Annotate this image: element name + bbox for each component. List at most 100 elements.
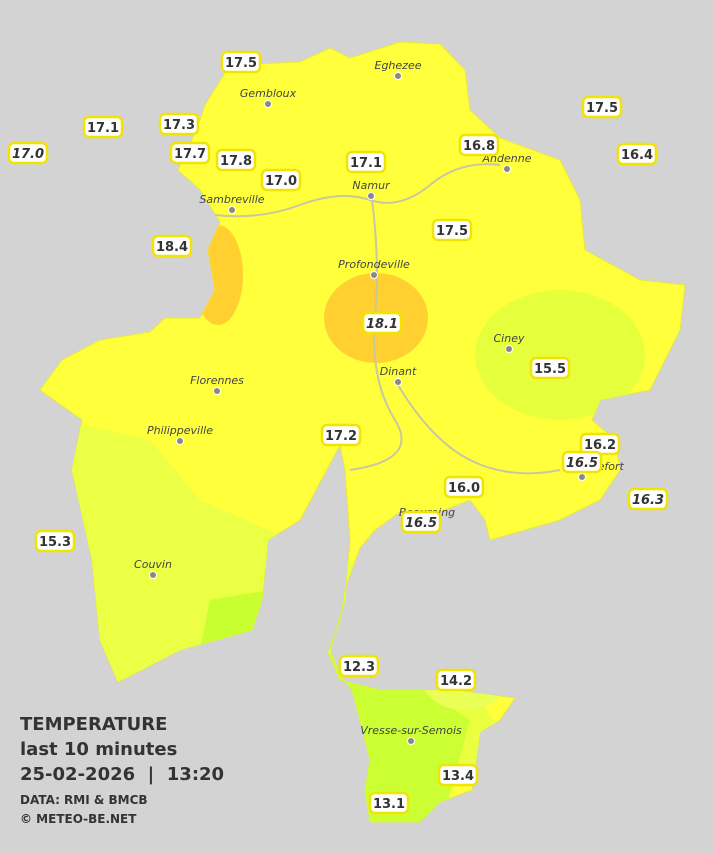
station-box bbox=[151, 234, 193, 258]
station-value: 16.3 bbox=[632, 493, 664, 508]
station-box bbox=[7, 141, 49, 165]
legend: TEMPERATURE last 10 minutes 25-02-2026 |… bbox=[20, 714, 224, 826]
city-dot bbox=[213, 387, 221, 395]
station-value: 17.0 bbox=[12, 147, 44, 162]
legend-title: TEMPERATURE bbox=[20, 714, 167, 735]
station-box bbox=[529, 356, 571, 380]
station: 16.4 bbox=[616, 142, 658, 166]
station-box bbox=[220, 50, 262, 74]
station-value: 17.2 bbox=[325, 429, 357, 444]
station-box bbox=[34, 529, 76, 553]
station: 17.3 bbox=[158, 112, 200, 136]
station-box bbox=[82, 115, 124, 139]
station-box bbox=[345, 150, 387, 174]
city-label: Gembloux bbox=[240, 87, 297, 100]
station-value: 15.5 bbox=[534, 362, 566, 377]
station-value: 16.2 bbox=[584, 438, 616, 453]
city-dot bbox=[578, 473, 586, 481]
city-label: Ciney bbox=[494, 332, 525, 345]
city-dot bbox=[370, 271, 378, 279]
city-label: Eghezee bbox=[375, 59, 422, 72]
station: 18.1 bbox=[361, 311, 403, 335]
station: 13.4 bbox=[437, 763, 479, 787]
station-box bbox=[435, 668, 477, 692]
station-value: 18.1 bbox=[366, 317, 398, 332]
station: 17.0 bbox=[260, 168, 302, 192]
station-box bbox=[561, 450, 603, 474]
station: 16.5 bbox=[561, 450, 603, 474]
station-box bbox=[320, 423, 362, 447]
station: 13.1 bbox=[368, 791, 410, 815]
station-box bbox=[400, 510, 442, 534]
station-value: 17.8 bbox=[220, 154, 252, 169]
city-label: Florennes bbox=[190, 374, 244, 387]
station: 17.7 bbox=[169, 141, 211, 165]
city-label: Couvin bbox=[134, 558, 172, 571]
city-label: Dinant bbox=[380, 365, 417, 378]
station-box bbox=[215, 148, 257, 172]
station: 15.3 bbox=[34, 529, 76, 553]
legend-subtitle: last 10 minutes bbox=[20, 739, 177, 760]
station-value: 17.5 bbox=[586, 101, 618, 116]
station-value: 15.3 bbox=[39, 535, 71, 550]
station-box bbox=[260, 168, 302, 192]
station: 14.2 bbox=[435, 668, 477, 692]
city-label: Philippeville bbox=[147, 424, 213, 437]
station: 16.8 bbox=[458, 133, 500, 157]
city-dot bbox=[228, 206, 236, 214]
station-box bbox=[368, 791, 410, 815]
city-dot bbox=[503, 165, 511, 173]
station-value: 17.5 bbox=[225, 56, 257, 71]
station-value: 17.3 bbox=[163, 118, 195, 133]
station-value: 17.1 bbox=[87, 121, 119, 136]
station-value: 16.5 bbox=[405, 516, 437, 531]
station: 16.5 bbox=[400, 510, 442, 534]
station-box bbox=[169, 141, 211, 165]
station-box bbox=[581, 95, 623, 119]
station-box bbox=[338, 654, 380, 678]
station: 17.1 bbox=[82, 115, 124, 139]
city-label: Sambreville bbox=[199, 193, 264, 206]
legend-source: DATA: RMI & BMCB bbox=[20, 793, 148, 807]
station: 16.0 bbox=[443, 475, 485, 499]
station: 17.5 bbox=[581, 95, 623, 119]
station-value: 18.4 bbox=[156, 240, 188, 255]
station: 15.5 bbox=[529, 356, 571, 380]
city-dot bbox=[407, 737, 415, 745]
city-dot bbox=[176, 437, 184, 445]
station-box bbox=[443, 475, 485, 499]
station-box bbox=[458, 133, 500, 157]
city-dot bbox=[394, 72, 402, 80]
station-value: 16.5 bbox=[566, 456, 598, 471]
station: 12.3 bbox=[338, 654, 380, 678]
station-value: 17.5 bbox=[436, 224, 468, 239]
station-value: 14.2 bbox=[440, 674, 472, 689]
city-dot bbox=[394, 378, 402, 386]
station: 16.2 bbox=[579, 432, 621, 456]
station-value: 16.8 bbox=[463, 139, 495, 154]
station-value: 13.1 bbox=[373, 797, 405, 812]
station: 16.3 bbox=[627, 487, 669, 511]
station: 17.1 bbox=[345, 150, 387, 174]
station-box bbox=[158, 112, 200, 136]
legend-copyright: © METEO-BE.NET bbox=[20, 812, 137, 826]
station-value: 16.4 bbox=[621, 148, 653, 163]
station: 17.8 bbox=[215, 148, 257, 172]
city-dot bbox=[149, 571, 157, 579]
legend-datetime: 25-02-2026 | 13:20 bbox=[20, 764, 224, 785]
station: 17.5 bbox=[220, 50, 262, 74]
station-value: 13.4 bbox=[442, 769, 474, 784]
station-box bbox=[431, 218, 473, 242]
station-box bbox=[437, 763, 479, 787]
station-value: 17.7 bbox=[174, 147, 206, 162]
city-dot bbox=[505, 345, 513, 353]
city-label: Vresse-sur-Semois bbox=[360, 724, 462, 737]
station-value: 17.0 bbox=[265, 174, 297, 189]
station: 17.2 bbox=[320, 423, 362, 447]
city-dot bbox=[367, 192, 375, 200]
city-label: Profondeville bbox=[338, 258, 410, 271]
station-box bbox=[616, 142, 658, 166]
station: 17.0 bbox=[7, 141, 49, 165]
station-box bbox=[627, 487, 669, 511]
